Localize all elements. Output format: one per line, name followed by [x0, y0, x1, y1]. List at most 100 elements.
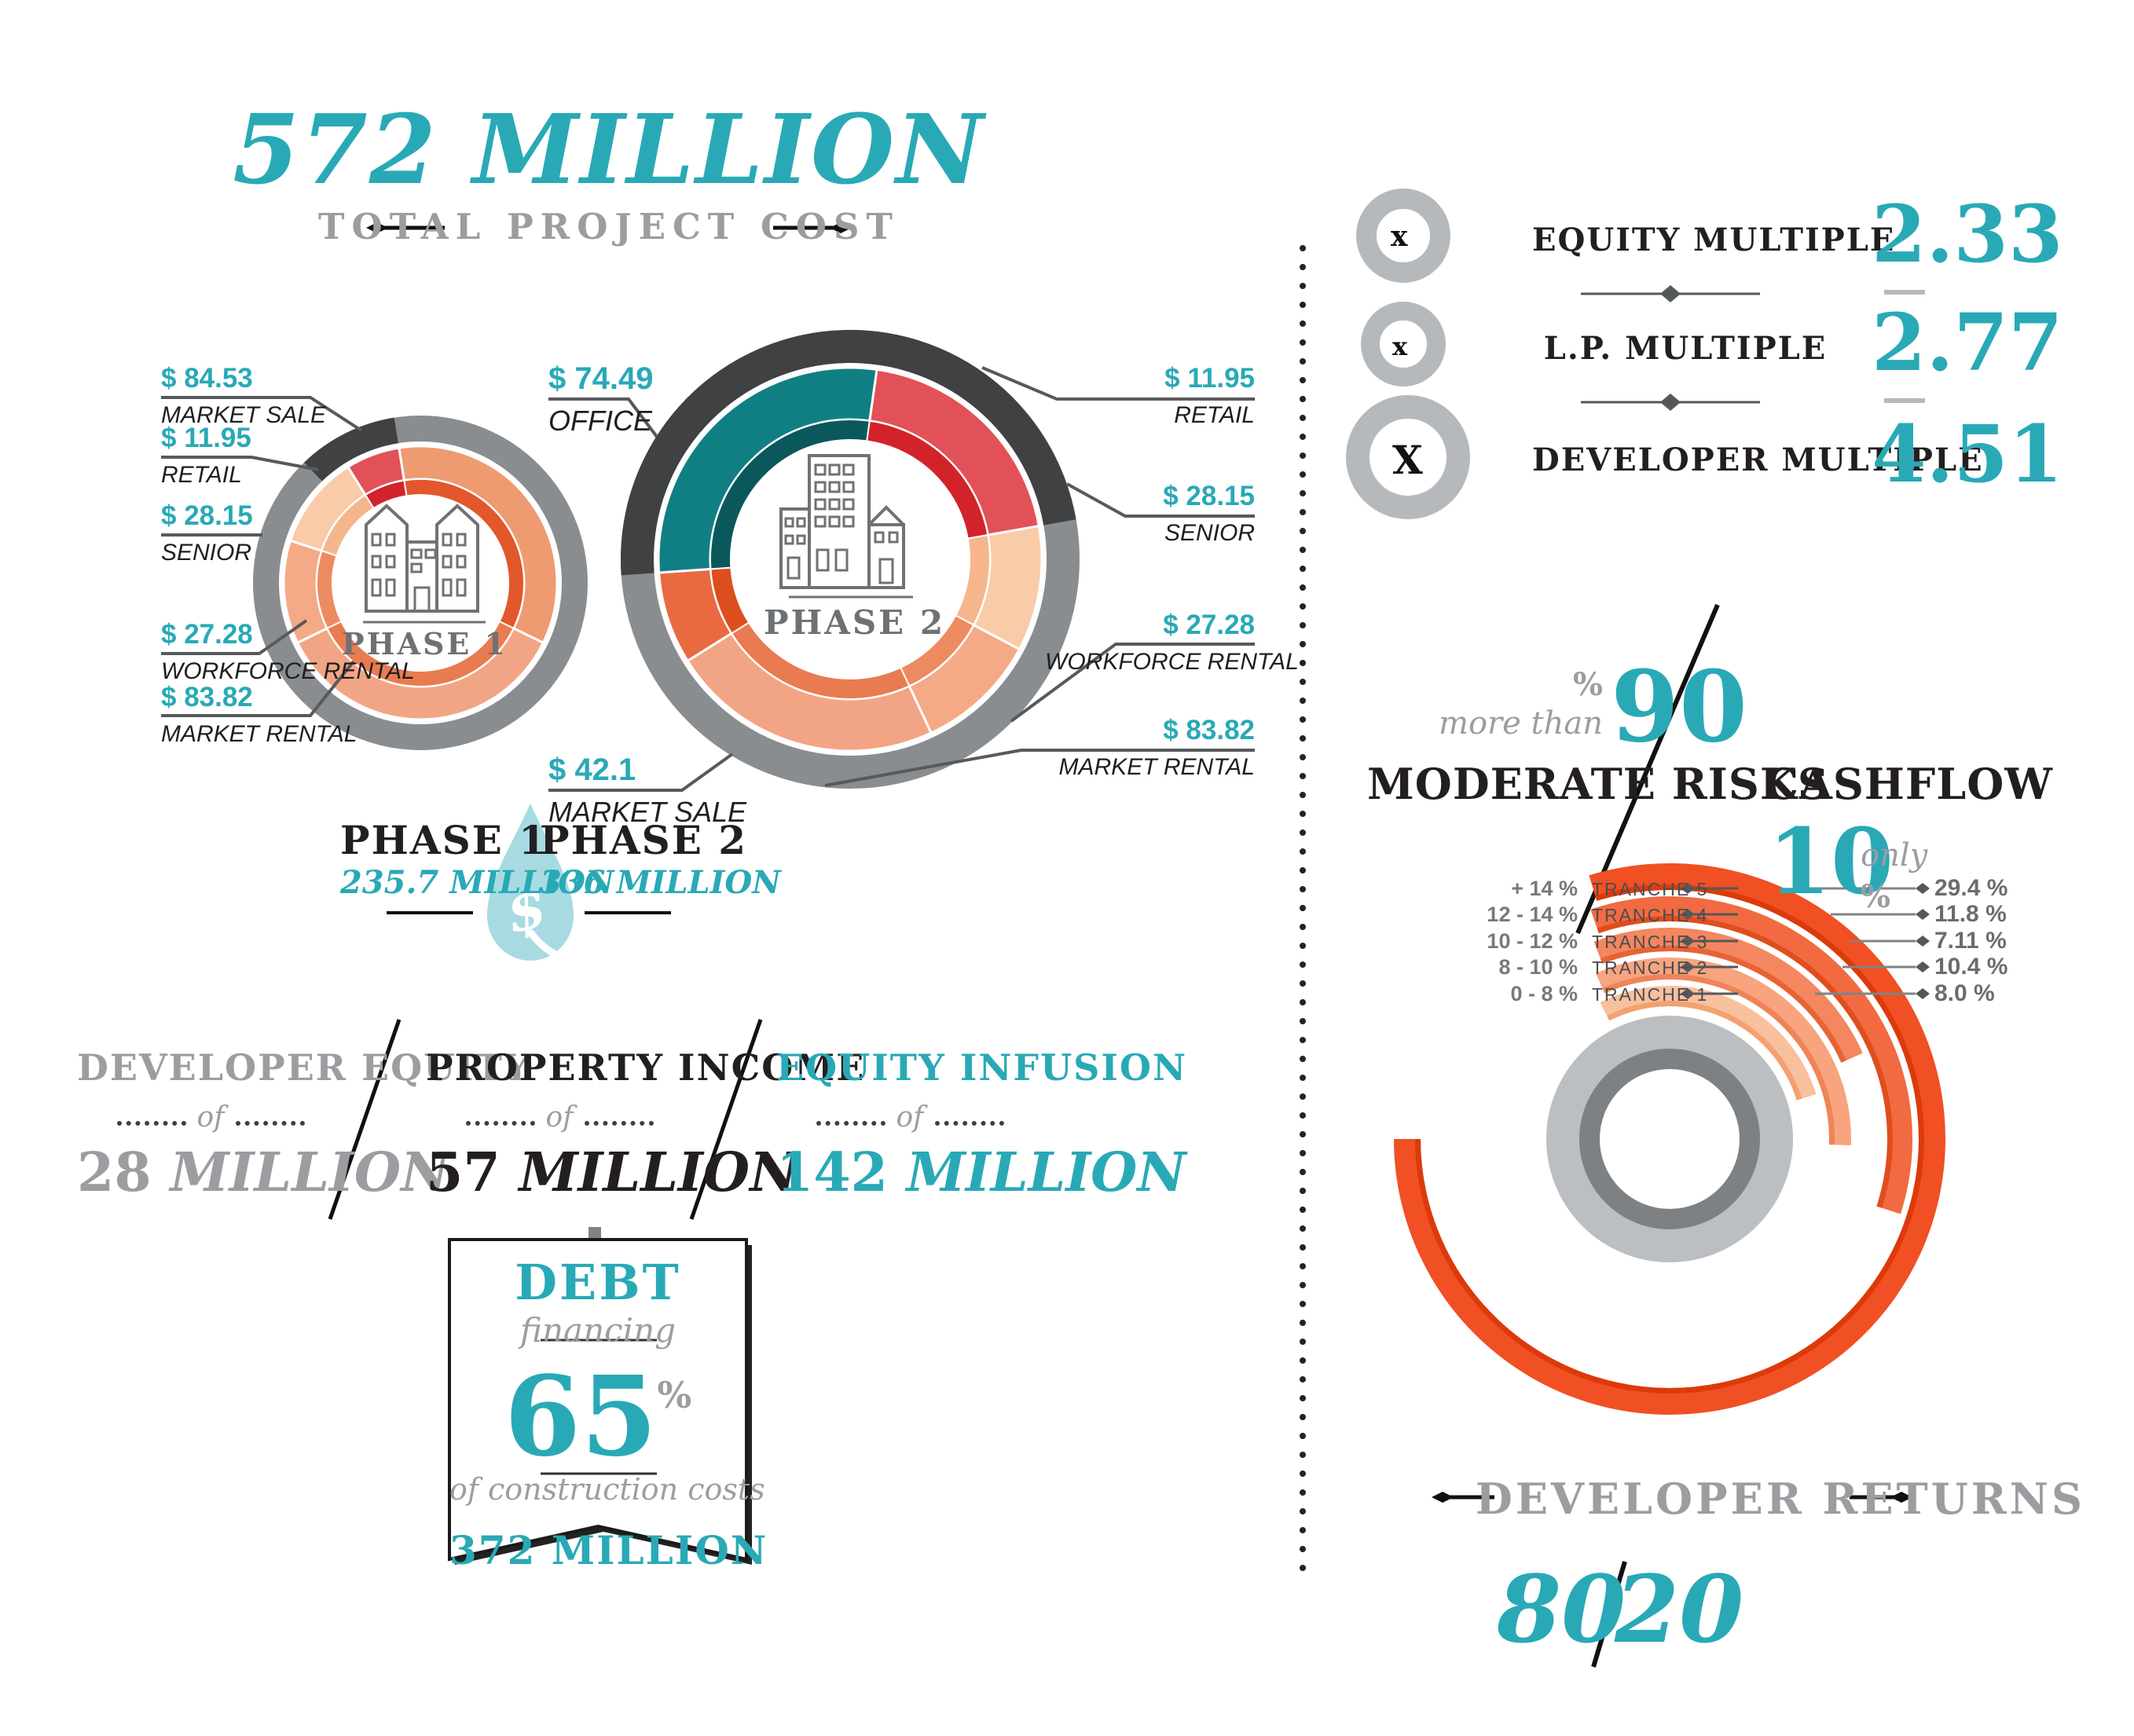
tranche4-value: 11.8 % — [1934, 901, 2007, 927]
moderate-risks-label: MODERATE RISKS — [1367, 759, 1829, 809]
dotted-line — [584, 1121, 654, 1126]
debt-banner-shape — [448, 1238, 752, 1565]
phase2-name: PHASE 2 — [540, 817, 748, 863]
label-name: SENIOR — [161, 540, 252, 566]
donut-label-retail-p1: $ 11.95 RETAIL — [161, 423, 251, 489]
tranche5-value: 29.4 % — [1934, 875, 2008, 901]
tranche-radial-chart — [1394, 863, 1945, 1415]
tranche1-range: 0 - 8 % — [1510, 982, 1578, 1005]
tranche5-range: + 14 % — [1511, 877, 1578, 900]
tranche-center-donut — [1546, 1016, 1793, 1262]
cashflow-label: CASHFLOW — [1765, 759, 2053, 809]
phase2-right-leader-lines — [824, 366, 1255, 787]
title-arrows-icon — [366, 222, 852, 233]
of-word: of — [896, 1101, 924, 1134]
lp-multiple-value: 2.77 — [1872, 296, 2063, 389]
developer-returns-80: 80 — [1497, 1555, 1626, 1664]
equity-slashes — [328, 1019, 763, 1220]
tranche1-value: 8.0 % — [1934, 980, 1995, 1006]
tranche4-range: 12 - 14 % — [1487, 903, 1578, 926]
tranche3-value: 7.11 % — [1934, 928, 2007, 954]
amount-unit: MILLION — [519, 1141, 799, 1204]
of-word: of — [545, 1101, 574, 1134]
risk-only: only — [1861, 837, 1928, 873]
of-ornament: of — [77, 1101, 344, 1134]
dotted-line — [116, 1121, 186, 1126]
debt-banner: DEBT financing 65% of construction costs… — [449, 1254, 768, 1573]
phase1-donut-title: PHASE 1 — [342, 626, 508, 661]
debt-percent-block: 65% — [449, 1362, 746, 1472]
donut-label-senior-p2: $ 28.15 SENIOR — [1045, 481, 1255, 547]
office-building-icon — [779, 454, 913, 599]
developer-returns-20: 20 — [1615, 1555, 1744, 1664]
lp-multiple-label: L.P. MULTIPLE — [1543, 330, 1828, 367]
amount-number: 28 — [77, 1141, 152, 1204]
label-name: OFFICE — [548, 405, 652, 437]
debt-percent-sign: % — [657, 1374, 692, 1416]
amount-number: 57 — [426, 1141, 500, 1204]
risk-10-value: 10 — [1768, 809, 1894, 915]
tranche2-range: 8 - 10 % — [1498, 955, 1578, 979]
phase1-leader-lines — [161, 396, 363, 717]
donut-label-senior-p1: $ 28.15 SENIOR — [161, 500, 253, 566]
debt-amount: 372 MILLION — [449, 1527, 768, 1573]
dotted-line — [235, 1121, 305, 1126]
phase1-total: 235.7 MILLION — [340, 864, 614, 901]
developer-multiple-label: DEVELOPER MULTIPLE — [1532, 441, 1984, 478]
phase2-donut-title: PHASE 2 — [764, 603, 946, 642]
risk-more-than: more than — [1439, 705, 1603, 742]
label-amount: $ 42.1 — [548, 753, 636, 787]
tranche4-label: TRANCHE 4 — [1592, 905, 1709, 925]
risk-90-value: 90 — [1611, 650, 1747, 764]
donut-label-workforce-p1: $ 27.28 WORKFORCE RENTAL — [161, 619, 415, 685]
column-title: PROPERTY INCOME — [426, 1046, 866, 1089]
x-multiplier-icon: X — [1392, 437, 1423, 483]
label-name: WORKFORCE RENTAL — [1045, 649, 1299, 675]
label-amount: $ 27.28 — [161, 619, 253, 650]
equity-multiple-label: EQUITY MULTIPLE — [1532, 222, 1896, 258]
label-amount: $ 11.95 — [1164, 363, 1255, 394]
debt-subtitle: financing — [519, 1311, 676, 1350]
x-multiplier-icon: x — [1391, 220, 1408, 253]
tranche2-label: TRANCHE 2 — [1592, 958, 1709, 978]
column-amount: 57 MILLION — [426, 1141, 798, 1204]
amount-unit: MILLION — [170, 1141, 450, 1204]
dollar-drop-icon: $ — [487, 804, 588, 967]
label-amount: $ 84.53 — [161, 363, 253, 394]
donut-label-market-rental-p2: $ 83.82 MARKET RENTAL — [1045, 715, 1255, 781]
debt-caption: of construction costs — [449, 1472, 765, 1507]
equity-infusion-column: EQUITY INFUSION of 142 MILLION — [776, 1046, 1186, 1204]
debt-title: DEBT — [515, 1254, 681, 1311]
donut-label-retail-p2: $ 11.95 RETAIL — [1045, 363, 1255, 429]
debt-percent: 65 — [504, 1353, 658, 1481]
of-ornament: of — [776, 1101, 1043, 1134]
label-name: RETAIL — [1174, 402, 1255, 428]
phase1-name: PHASE 1 — [340, 817, 548, 863]
developer-returns-title: DEVELOPER RETURNS — [1476, 1474, 2086, 1524]
label-amount: $ 27.28 — [1163, 610, 1255, 640]
dotted-line — [934, 1121, 1004, 1126]
page-subtitle: TOTAL PROJECT COST — [318, 206, 900, 247]
label-name: MARKET RENTAL — [1058, 754, 1255, 780]
amount-number: 142 — [776, 1141, 888, 1204]
donut-label-market-sale-p2: $ 42.1 MARKET SALE — [548, 753, 746, 829]
donut-label-workforce-p2: $ 27.28 WORKFORCE RENTAL — [1045, 610, 1299, 676]
donut-label-office-p2: $ 74.49 OFFICE — [548, 361, 653, 438]
tranche3-range: 10 - 12 % — [1487, 929, 1578, 953]
tranche5-label: TRANCHE 5 — [1592, 879, 1709, 899]
phase1-donut-chart — [253, 416, 588, 750]
label-name: RETAIL — [161, 462, 242, 488]
label-amount: $ 28.15 — [161, 500, 253, 531]
multiples-dividers — [1581, 285, 1925, 411]
donut-label-market-sale-p1: $ 84.53 MARKET SALE — [161, 363, 326, 429]
column-amount: 142 MILLION — [776, 1141, 1186, 1204]
x-multiplier-icon: x — [1392, 331, 1408, 361]
developer-equity-column: DEVELOPER EQUITY of 28 MILLION — [77, 1046, 530, 1204]
dotted-line — [465, 1121, 535, 1126]
donut-label-market-rental-p1: $ 83.82 MARKET RENTAL — [161, 682, 357, 748]
column-amount: 28 MILLION — [77, 1141, 449, 1204]
label-amount: $ 74.49 — [548, 361, 654, 396]
phase2-left-leader-lines — [548, 397, 734, 792]
